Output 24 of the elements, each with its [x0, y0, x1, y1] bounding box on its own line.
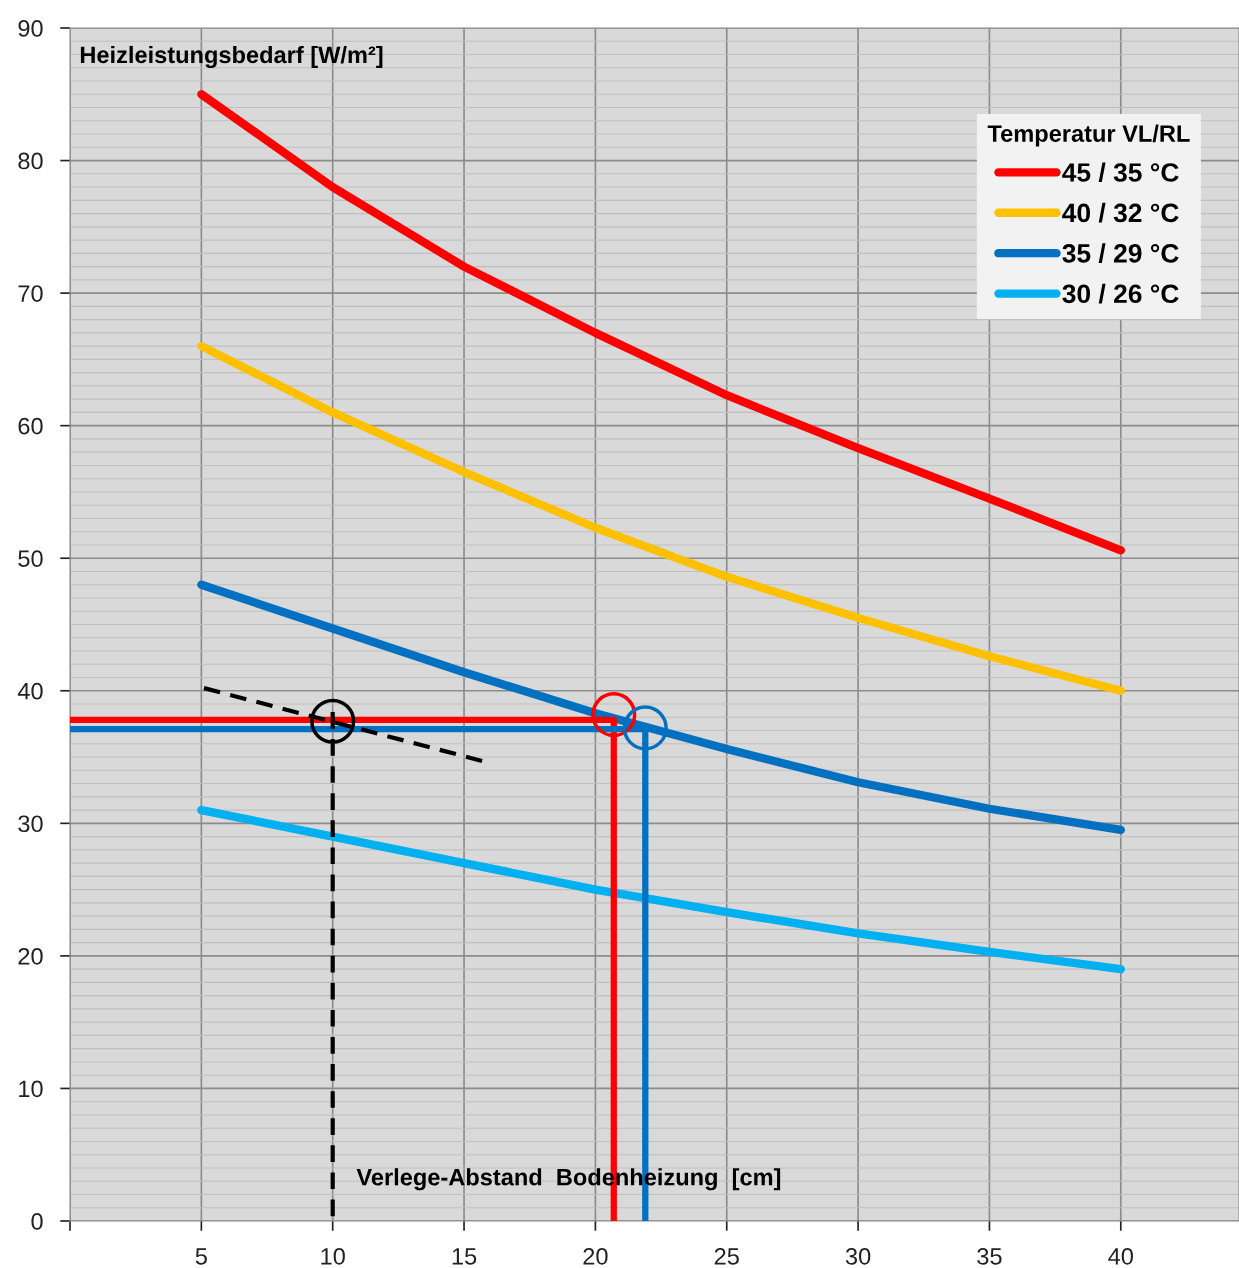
y-tick-label: 50 — [18, 550, 43, 568]
y-tick-label: 60 — [18, 417, 43, 435]
x-tick-label: 25 — [714, 1248, 739, 1265]
y-axis-title: Heizleistungsbedarf [W/m²] — [80, 45, 383, 69]
y-tick-label: 10 — [19, 1080, 43, 1098]
legend-label: 35 / 29 °C — [1062, 243, 1179, 263]
y-tick-label: 70 — [18, 285, 43, 302]
y-tick-label: 30 — [18, 815, 43, 833]
legend-label: 40 / 32 °C — [1062, 202, 1179, 223]
y-tick-label: 20 — [18, 947, 43, 965]
x-tick-label: 35 — [977, 1248, 1002, 1265]
y-tick-label: 90 — [18, 20, 43, 37]
legend-label: 45 / 35 °C — [1062, 162, 1179, 183]
x-tick-label: 20 — [583, 1248, 608, 1265]
y-tick-label: 80 — [18, 152, 43, 170]
x-tick-label: 30 — [845, 1248, 871, 1265]
y-tick-label: 0 — [31, 1213, 43, 1230]
legend-title: Temperatur VL/RL — [987, 124, 1190, 147]
x-tick-label: 15 — [452, 1248, 477, 1265]
x-tick-label: 5 — [195, 1248, 207, 1265]
legend-label: 30 / 26 °C — [1062, 283, 1179, 304]
y-tick-label: 40 — [17, 682, 43, 700]
x-tick-label: 10 — [321, 1248, 345, 1265]
x-tick-label: 40 — [1108, 1248, 1133, 1265]
